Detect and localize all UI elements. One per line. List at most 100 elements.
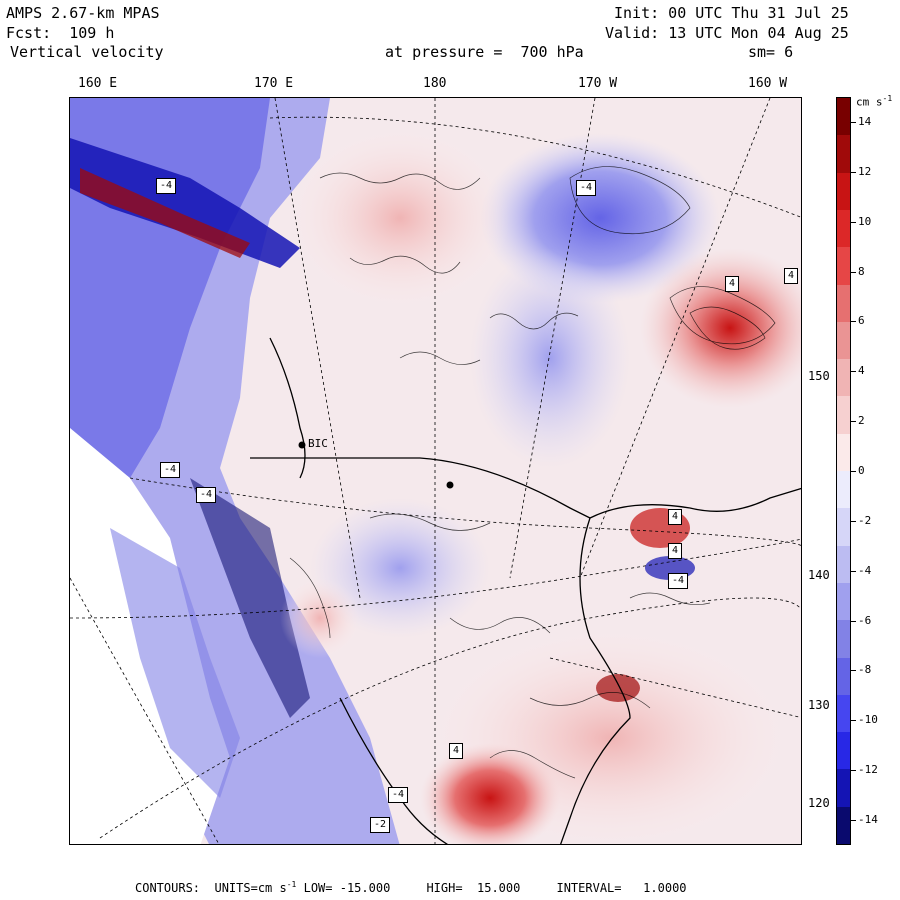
colorbar-segment [837, 433, 850, 472]
contour-label: -4 [576, 180, 596, 196]
colorbar-segment [837, 545, 850, 584]
colorbar-tick-mark [851, 770, 856, 772]
colorbar-tick-mark [851, 421, 856, 423]
south-red-center [420, 743, 560, 844]
footer-interval: INTERVAL= 1.0000 [556, 881, 687, 895]
colorbar-tick-label: 14 [858, 114, 872, 128]
colorbar-tick-label: 10 [858, 214, 872, 228]
colorbar-segment [837, 321, 850, 360]
colorbar-tick-label: -8 [858, 663, 872, 677]
contour-label: -2 [370, 817, 390, 833]
footer-units-exp: -1 [286, 880, 297, 889]
colorbar-segment [837, 471, 850, 509]
pressure-level: at pressure = 700 hPa [385, 43, 584, 61]
ridge-blue-strong [70, 138, 300, 268]
colorbar-tick-label: 0 [858, 464, 865, 477]
station-dot-2 [446, 481, 454, 489]
colorbar [836, 97, 851, 845]
colorbar-tick-mark [851, 271, 856, 273]
colorbar-tick-mark [851, 520, 856, 522]
mid-pink-patch [280, 578, 360, 658]
vertical-velocity-map: 4 4 -4 -4 -4 -4 -4 -2 4 4 4 -4 BIC 150 W [69, 97, 802, 845]
colorbar-segment [837, 209, 850, 248]
colorbar-tick-label: 2 [858, 414, 865, 428]
colorbar-segment [837, 172, 850, 211]
lon-label-160w: 160 W [748, 76, 788, 91]
colorbar-tick-mark [851, 570, 856, 572]
colorbar-tick-label: -6 [858, 613, 872, 627]
central-blue-band [470, 248, 630, 468]
contour-lines [289, 166, 776, 779]
contour-label: -4 [388, 787, 408, 803]
forecast-hour: Fcst: 109 h [6, 24, 115, 42]
footer-high: HIGH= 15.000 [426, 881, 521, 895]
colorbar-segment [837, 284, 850, 323]
ridge-red-strip [80, 168, 250, 258]
colorbar-tick-mark [851, 620, 856, 622]
colorbar-segment [837, 620, 850, 658]
west-blue-lobe [110, 528, 240, 798]
smoothing-value: sm= 6 [748, 43, 794, 61]
colorbar-tick-mark [851, 720, 856, 722]
contour-label: 4 [668, 543, 682, 559]
southeast-red-cell [596, 674, 640, 702]
contour-label: 4 [725, 276, 739, 292]
station-dot [298, 441, 306, 449]
colorbar-tick-mark [851, 121, 856, 123]
colorbar-tick-label: -14 [858, 813, 878, 827]
colorbar-segment [837, 247, 850, 285]
contour-label: 4 [449, 743, 463, 759]
graticule [70, 98, 801, 844]
colorbar-tick-label: -12 [858, 763, 878, 777]
colorbar-segment [837, 806, 850, 845]
colorbar-unit-exp: -1 [882, 94, 893, 103]
colorbar-segment [837, 396, 850, 435]
colorbar-segment [837, 732, 850, 770]
colorbar-tick-label: -10 [858, 713, 878, 727]
footer-low: LOW= -15.000 [303, 881, 391, 895]
colorbar-tick-mark [851, 321, 856, 323]
field-name: Vertical velocity [10, 43, 164, 61]
colorbar-segment [837, 135, 850, 174]
contour-label: -4 [668, 573, 688, 589]
colorbar-tick-label: 12 [858, 164, 872, 178]
station-label: BIC [308, 437, 328, 450]
north-pink-zone [290, 128, 510, 308]
colorbar-tick-mark [851, 171, 856, 173]
colorbar-tick-mark [851, 221, 856, 223]
contour-label: -4 [156, 178, 176, 194]
colorbar-unit-text: cm s [856, 95, 883, 109]
colorbar-segment [837, 582, 850, 621]
colorbar-tick-mark [851, 471, 856, 472]
colorbar-tick-mark [851, 371, 856, 373]
footer-units: UNITS=cm s [214, 881, 287, 895]
colorbar-tick-label: 6 [858, 314, 865, 328]
ridge-dark-south [190, 478, 310, 718]
init-time: Init: 00 UTC Thu 31 Jul 25 [614, 4, 849, 22]
lon-label-170e: 170 E [254, 76, 294, 91]
lon-label-170w: 170 W [578, 76, 618, 91]
colorbar-segment [837, 769, 850, 808]
valid-time: Valid: 13 UTC Mon 04 Aug 25 [605, 24, 849, 42]
colorbar-segment [837, 359, 850, 397]
map-field-svg [70, 98, 801, 844]
northeast-red-center [640, 248, 801, 408]
colorbar-tick-label: -4 [858, 563, 872, 577]
lon-label-180: 180 [423, 76, 447, 91]
colorbar-tick-mark [851, 820, 856, 822]
contour-label: 4 [668, 509, 682, 525]
colorbar-tick-label: 4 [858, 364, 865, 378]
colorbar-segment [837, 508, 850, 547]
contour-label: 4 [784, 268, 798, 284]
model-title: AMPS 2.67-km MPAS [6, 4, 160, 22]
lon-label-160e: 160 E [78, 76, 118, 91]
colorbar-tick-label: 8 [858, 264, 865, 278]
colorbar-tick-label: -2 [858, 513, 872, 527]
colorbar-segment [837, 694, 850, 733]
footer-contours-label: CONTOURS: [135, 881, 201, 895]
colorbar-segment [837, 98, 850, 136]
contour-label: -4 [196, 487, 216, 503]
colorbar-tick-mark [851, 670, 856, 672]
colorbar-segment [837, 657, 850, 696]
footer-contours: CONTOURS: UNITS=cm s-1 LOW= -15.000 HIGH… [135, 880, 687, 895]
